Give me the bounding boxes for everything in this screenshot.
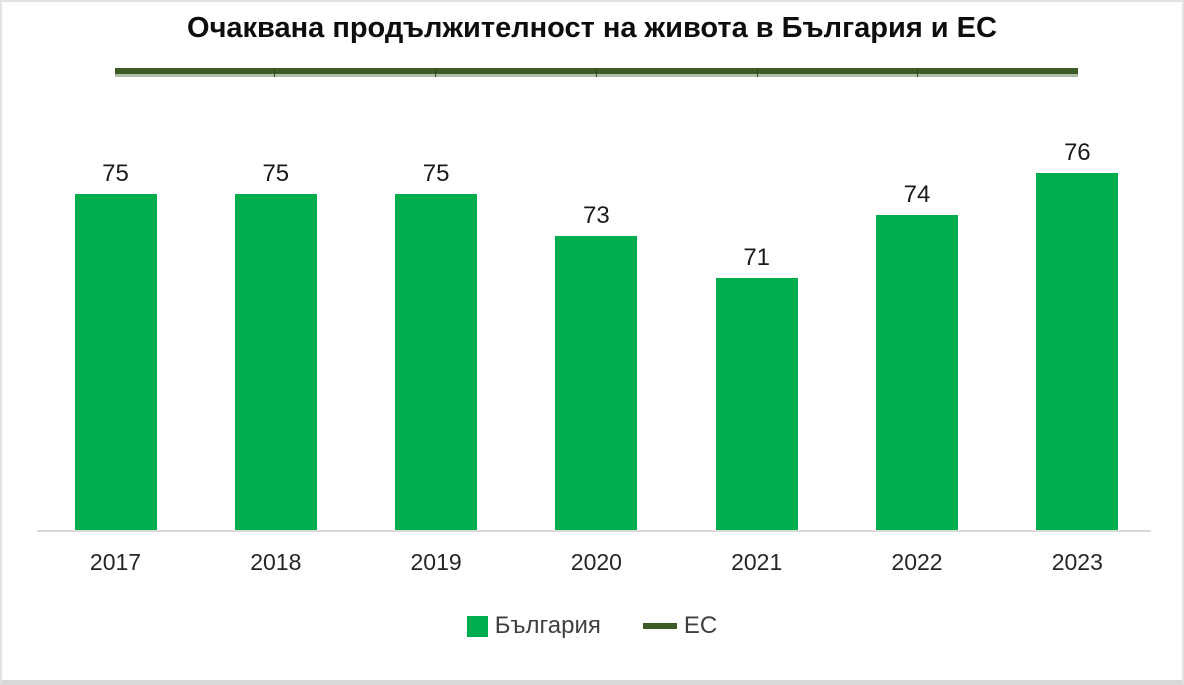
x-axis-label-2020: 2020 [570,549,622,575]
bar-2023 [1036,173,1119,530]
x-axis-label-2018: 2018 [250,549,302,575]
x-axis-label-2019: 2019 [410,549,462,575]
ec-line-segment [114,68,275,77]
value-label-2019: 75 [422,160,450,187]
ec-line-segment [274,68,436,77]
legend-item-ec: ЕС [642,612,718,640]
value-label-2020: 73 [583,202,610,229]
legend-item-bulgaria: България [466,612,601,640]
x-axis-label-2023: 2023 [1051,549,1103,575]
value-label-2018: 75 [262,160,290,187]
x-axis-label-2022: 2022 [891,549,943,575]
ec-line-segment [917,68,1079,77]
bar-2022 [876,215,958,530]
x-axis-label-2021: 2021 [731,549,783,575]
ec-line-segment [756,68,918,77]
value-label-2021: 71 [743,244,771,271]
ec-line-segment [595,68,757,77]
x-axis-line [37,530,1151,532]
x-axis-label-2017: 2017 [89,549,142,575]
value-label-2023: 76 [1063,139,1091,166]
bar-2021 [715,278,798,530]
value-label-2022: 74 [903,181,931,208]
bar-2018 [234,194,317,530]
bar-2019 [395,194,478,530]
legend-label-bulgaria: България [494,612,601,639]
bar-2020 [555,236,638,530]
value-label-2017: 75 [102,160,129,187]
ec-line-series [114,68,1079,77]
legend-swatch-bulgaria-square [466,615,488,637]
ec-line-segment [435,68,596,77]
legend: България ЕС [2,610,1182,642]
bar-2017 [74,194,157,530]
legend-label-ec: ЕС [683,612,718,639]
legend-swatch-ec-line [642,623,677,629]
chart-title: Очаквана продължителност на живота в Бъл… [187,12,997,44]
